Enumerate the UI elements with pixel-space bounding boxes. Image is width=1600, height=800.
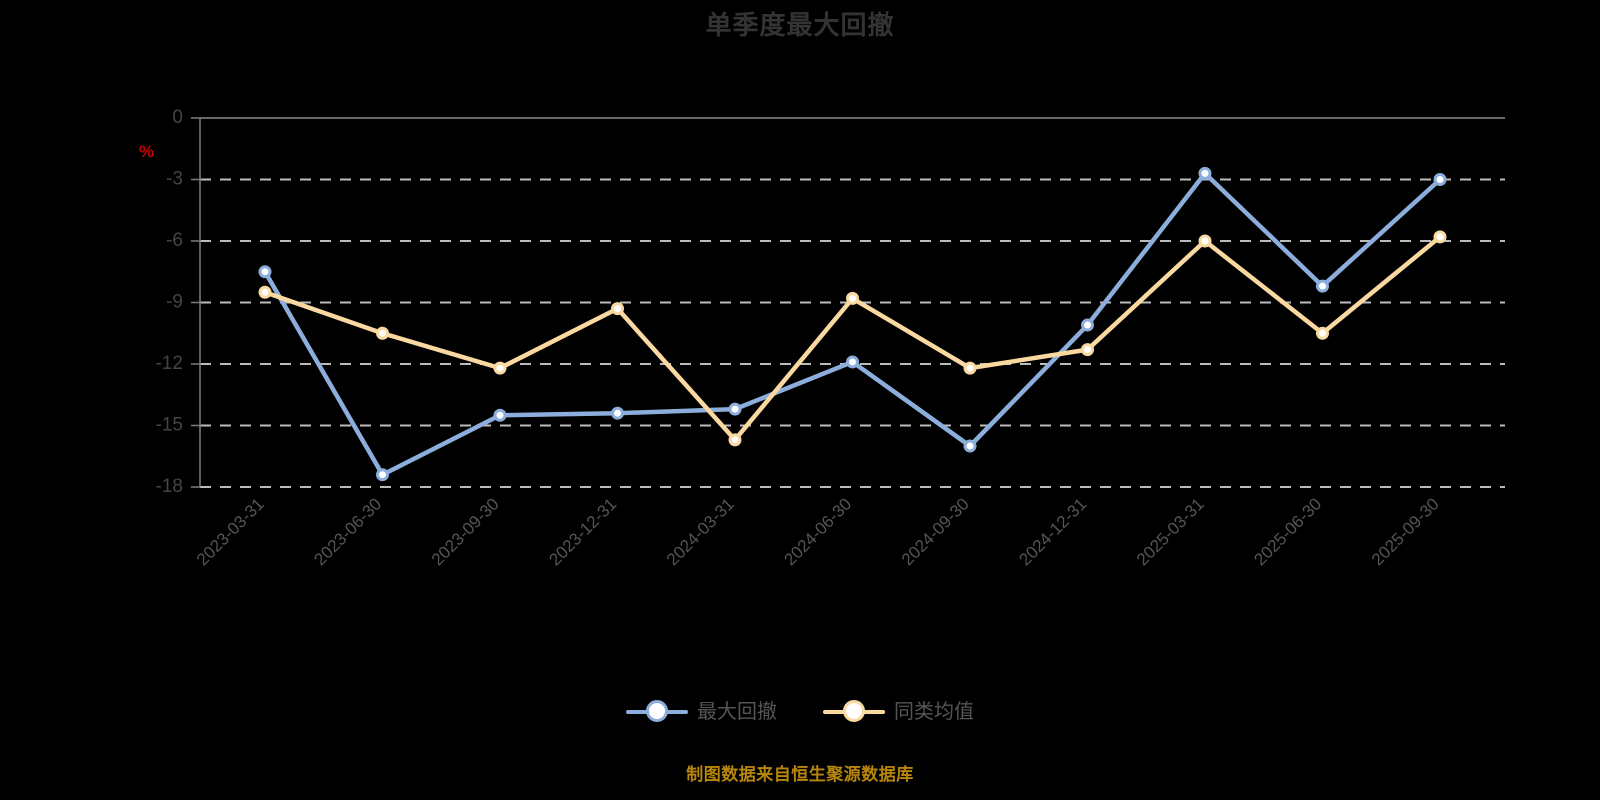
data-point-marker[interactable]	[493, 361, 507, 375]
data-point-marker[interactable]	[1198, 234, 1212, 248]
y-tick-label: -18	[156, 476, 183, 497]
x-tick-label: 2024-03-31	[663, 494, 738, 569]
data-point-marker[interactable]	[846, 355, 859, 369]
x-tick-label: 2024-09-30	[898, 494, 973, 569]
data-point-marker[interactable]	[1433, 230, 1447, 244]
y-tick-label: -9	[166, 292, 183, 313]
data-point-marker[interactable]	[1198, 166, 1212, 180]
data-point-marker[interactable]	[846, 291, 859, 305]
y-tick-label: -15	[156, 415, 183, 436]
chart-legend: 最大回撤 同类均值	[0, 700, 1600, 724]
source-note: 制图数据来自恒生聚源数据库	[686, 765, 914, 784]
legend-item-2[interactable]: 同类均值	[823, 700, 974, 724]
legend-swatch-icon	[823, 700, 885, 724]
x-tick-label: 2024-06-30	[780, 494, 855, 569]
data-point-marker[interactable]	[1316, 326, 1329, 340]
data-point-marker[interactable]	[728, 402, 742, 416]
x-tick-label: 2025-03-31	[1133, 494, 1208, 569]
y-tick-label: -12	[156, 353, 183, 374]
y-tick-labels: 0 -3 -6 -9 -12 -15 -18	[156, 107, 183, 497]
series-line	[262, 234, 1443, 443]
y-tick-label: 0	[172, 107, 183, 128]
x-tick-label: 2025-09-30	[1368, 494, 1443, 569]
legend-label: 同类均值	[894, 701, 974, 723]
data-point-marker[interactable]	[611, 302, 624, 316]
legend-swatch-icon	[626, 700, 688, 724]
data-point-marker[interactable]	[1081, 318, 1094, 332]
x-tick-label: 2023-12-31	[545, 494, 620, 569]
x-tick-label: 2023-03-31	[193, 494, 268, 569]
x-tick-label: 2025-06-30	[1250, 494, 1325, 569]
gridlines	[200, 117, 1505, 488]
y-axis-unit-label: %	[139, 142, 155, 161]
data-point-marker[interactable]	[728, 433, 742, 447]
series-markers	[258, 166, 1447, 482]
data-point-marker[interactable]	[611, 406, 624, 420]
series-lines	[262, 171, 1443, 477]
data-point-marker[interactable]	[963, 361, 977, 375]
data-point-marker[interactable]	[376, 468, 389, 482]
y-axis	[191, 117, 201, 488]
y-tick-label: -3	[166, 169, 183, 190]
data-point-marker[interactable]	[493, 408, 507, 422]
legend-label: 最大回撤	[697, 701, 777, 723]
legend-item-1[interactable]: 最大回撤	[626, 700, 777, 724]
data-point-marker[interactable]	[1433, 173, 1447, 186]
data-point-marker[interactable]	[258, 285, 272, 299]
x-tick-label: 2023-06-30	[310, 494, 385, 569]
data-point-marker[interactable]	[963, 439, 977, 453]
x-tick-label: 2023-09-30	[428, 494, 503, 569]
chart-title: 单季度最大回撤	[705, 10, 895, 40]
y-tick-label: -6	[166, 230, 183, 251]
x-tick-labels: 2023-03-31 2023-06-30 2023-09-30 2023-12-31…	[193, 494, 1443, 569]
series-line	[262, 171, 1443, 477]
data-point-marker[interactable]	[1081, 343, 1094, 357]
data-point-marker[interactable]	[376, 326, 389, 340]
data-point-marker[interactable]	[258, 265, 272, 279]
data-point-marker[interactable]	[1316, 279, 1329, 293]
x-tick-label: 2024-12-31	[1015, 494, 1090, 569]
